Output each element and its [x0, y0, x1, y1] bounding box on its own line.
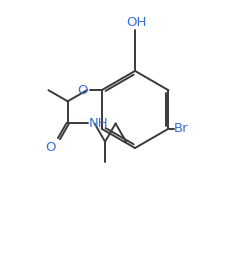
Text: OH: OH [126, 16, 146, 29]
Text: Br: Br [174, 122, 189, 135]
Text: O: O [77, 84, 88, 97]
Text: O: O [45, 140, 55, 153]
Text: NH: NH [89, 117, 108, 130]
